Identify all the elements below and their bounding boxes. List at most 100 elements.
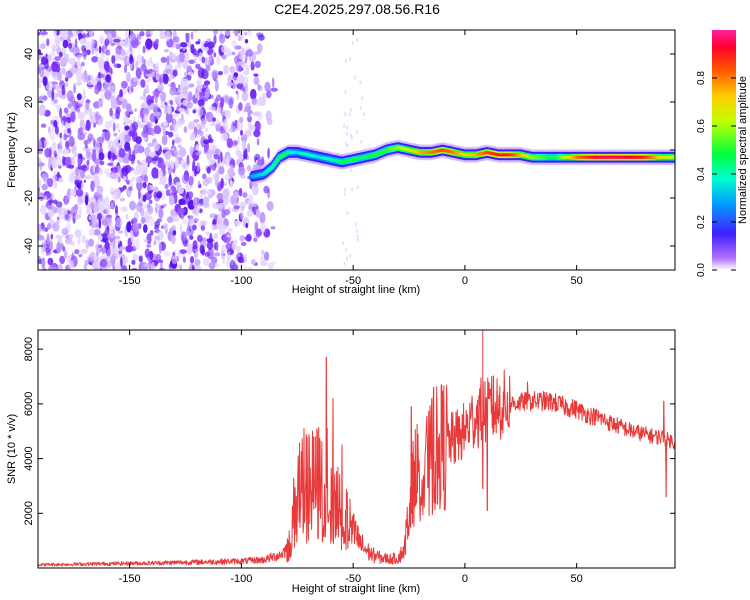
figure-title: C2E4.2025.297.08.56.R16 <box>274 1 440 17</box>
noise-speck <box>240 210 245 221</box>
noise-speck <box>76 54 83 59</box>
noise-speck <box>50 119 54 125</box>
noise-speck <box>255 228 263 237</box>
noise-speck <box>207 190 212 195</box>
noise-speck <box>177 122 183 128</box>
noise-speck <box>46 233 50 245</box>
noise-speck <box>106 203 111 215</box>
noise-speck <box>65 70 73 79</box>
noise-speck <box>142 45 146 54</box>
spectrogram-x-label: Height of straight line (km) <box>292 284 420 296</box>
noise-speck <box>356 229 358 234</box>
noise-speck <box>351 41 354 46</box>
noise-speck <box>143 113 148 126</box>
noise-speck <box>78 127 83 135</box>
noise-speck <box>54 35 61 47</box>
noise-speck <box>220 132 228 141</box>
noise-speck <box>227 74 233 84</box>
noise-speck <box>163 251 171 257</box>
noise-speck <box>132 222 140 232</box>
noise-speck <box>70 111 76 123</box>
noise-speck <box>109 244 115 257</box>
noise-speck <box>136 176 142 184</box>
snr-series <box>38 330 675 567</box>
noise-speck <box>237 136 240 145</box>
noise-speck <box>113 38 121 43</box>
noise-speck <box>143 137 148 141</box>
noise-speck <box>97 203 102 208</box>
noise-speck <box>165 112 173 124</box>
noise-speck <box>233 140 238 146</box>
noise-speck <box>241 139 247 151</box>
noise-speck <box>108 227 116 239</box>
noise-speck <box>110 101 118 109</box>
noise-speck <box>109 107 113 117</box>
noise-speck <box>104 89 112 100</box>
noise-speck <box>38 234 45 241</box>
noise-speck <box>245 233 252 242</box>
noise-speck <box>119 197 126 202</box>
noise-speck <box>205 176 213 184</box>
noise-speck <box>165 189 171 197</box>
noise-speck <box>153 186 159 194</box>
noise-speck <box>55 234 63 240</box>
noise-speck <box>181 174 189 184</box>
noise-speck <box>158 208 164 219</box>
noise-speck <box>355 222 358 227</box>
noise-speck <box>178 198 186 206</box>
noise-speck <box>81 51 88 57</box>
noise-speck <box>147 142 154 147</box>
noise-speck <box>187 121 196 130</box>
noise-speck <box>158 180 163 185</box>
noise-speck <box>199 244 205 255</box>
noise-speck <box>92 162 96 174</box>
noise-speck <box>105 74 111 83</box>
noise-speck <box>346 125 349 130</box>
noise-speck <box>357 237 360 242</box>
noise-speck <box>103 61 110 72</box>
noise-speck <box>238 54 246 60</box>
noise-speck <box>58 51 63 58</box>
noise-speck <box>49 129 56 141</box>
noise-speck <box>266 90 272 99</box>
noise-speck <box>344 142 347 146</box>
noise-speck <box>88 215 93 221</box>
x-tick-label: -100 <box>230 573 252 585</box>
noise-speck <box>271 77 275 88</box>
noise-speck <box>55 104 60 109</box>
noise-speck <box>140 63 147 72</box>
noise-speck <box>211 94 214 100</box>
noise-speck <box>193 218 199 223</box>
noise-speck <box>38 95 43 102</box>
noise-speck <box>221 54 227 60</box>
x-tick-label: 50 <box>571 275 583 287</box>
noise-speck <box>126 72 131 83</box>
noise-speck <box>91 56 99 63</box>
noise-speck <box>79 119 85 130</box>
noise-speck <box>159 30 163 38</box>
noise-speck <box>82 88 86 100</box>
y-tick-label: -40 <box>23 238 35 254</box>
noise-speck <box>216 118 219 126</box>
noise-speck <box>136 201 143 213</box>
noise-speck <box>240 129 243 136</box>
noise-speck <box>98 152 105 161</box>
noise-speck <box>187 191 194 199</box>
noise-speck <box>70 105 75 112</box>
noise-speck <box>209 122 217 127</box>
noise-speck <box>205 64 211 72</box>
noise-speck <box>359 106 362 111</box>
noise-speck <box>68 172 75 184</box>
noise-speck <box>182 59 189 70</box>
noise-speck <box>124 256 129 264</box>
noise-speck <box>222 189 229 200</box>
noise-speck <box>209 53 213 63</box>
noise-speck <box>59 30 67 38</box>
noise-speck <box>173 117 176 129</box>
noise-speck <box>116 45 122 50</box>
noise-speck <box>107 162 114 166</box>
noise-speck <box>154 235 160 241</box>
noise-speck <box>170 233 176 245</box>
noise-speck <box>200 118 207 125</box>
noise-speck <box>44 138 49 149</box>
